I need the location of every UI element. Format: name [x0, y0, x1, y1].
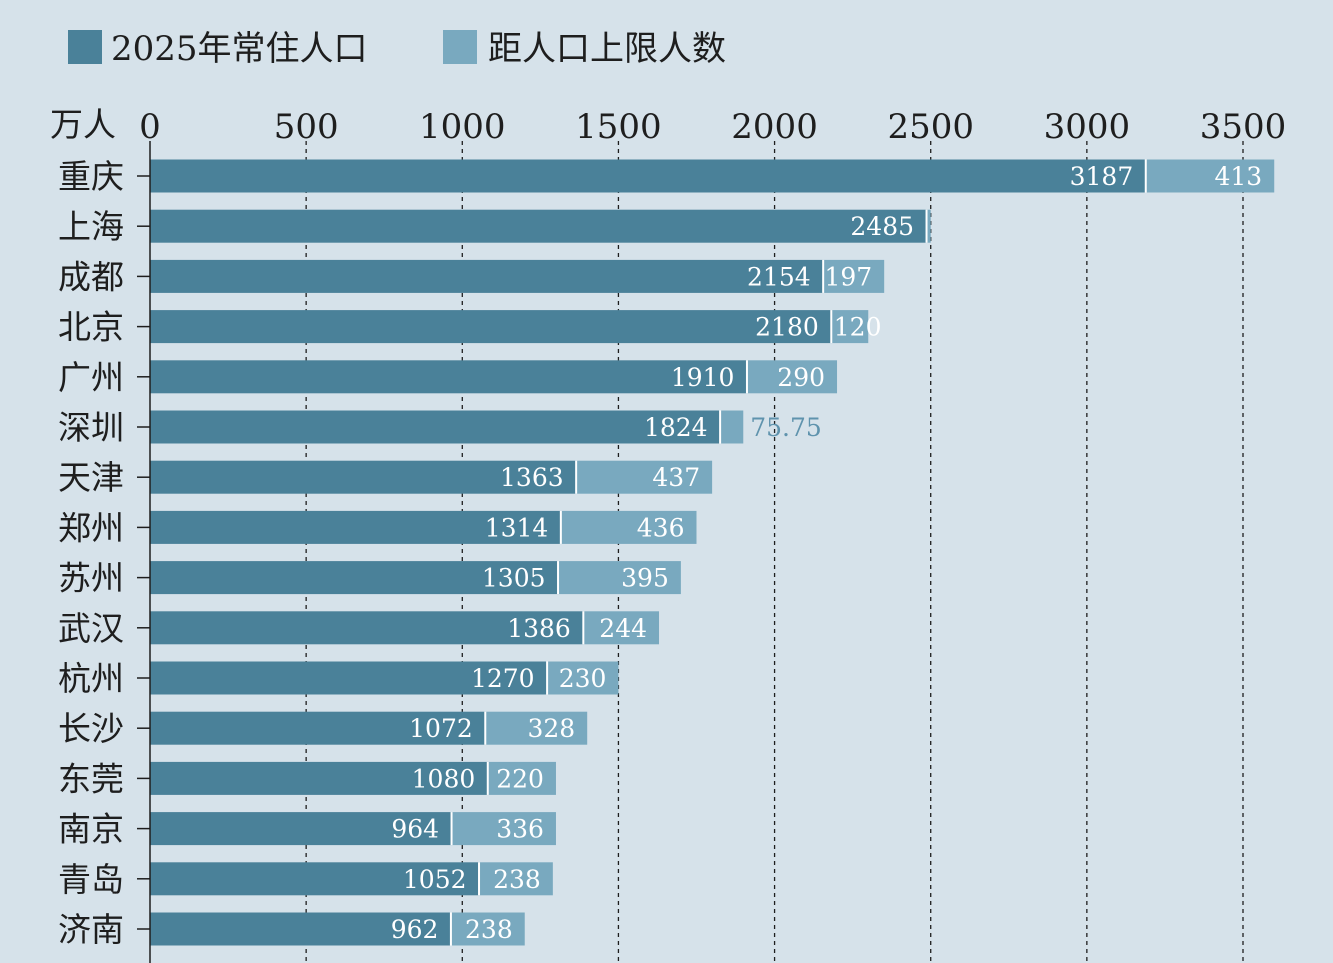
bar-remaining: [582, 611, 660, 645]
bar-resident: [150, 912, 451, 946]
axis-unit-label: 万人: [50, 105, 116, 144]
x-tick-label: 1000: [419, 107, 506, 147]
bar-value-resident: 3187: [1070, 162, 1134, 191]
bar-value-remaining: 336: [496, 815, 544, 844]
bar-value-resident: 1824: [644, 413, 708, 442]
bar-value-resident: 1314: [485, 513, 549, 542]
bar-remaining: [451, 812, 556, 846]
x-tick-label: 500: [274, 107, 339, 147]
bar-resident: [150, 209, 927, 243]
bar-value-resident: 1910: [671, 363, 735, 392]
bar-remaining: [1145, 159, 1275, 193]
bar-value-resident: 964: [391, 815, 439, 844]
bar-value-resident: 2485: [850, 212, 914, 241]
bar-value-remaining: 120: [834, 313, 882, 342]
bar-value-resident: 2180: [755, 313, 819, 342]
bar-resident: [150, 761, 488, 795]
bar-value-resident: 962: [391, 915, 439, 944]
legend-label-resident: 2025年常住人口: [111, 29, 368, 69]
legend-label-remaining: 距人口上限人数: [488, 29, 726, 69]
bar-value-remaining: 328: [527, 714, 575, 743]
bar-remaining: [830, 310, 869, 344]
x-tick-label: 2500: [887, 107, 974, 147]
category-label: 深圳: [58, 408, 124, 447]
category-label: 成都: [58, 257, 124, 296]
legend-swatch-remaining: [443, 30, 477, 64]
bar-resident: [150, 360, 747, 394]
bar-value-resident: 1386: [507, 614, 571, 643]
x-tick-label: 3000: [1044, 107, 1131, 147]
bar-resident: [150, 460, 576, 494]
bar-remaining: [484, 711, 588, 745]
category-label: 长沙: [58, 709, 124, 748]
x-axis-ticks: 0 500 1000 1500 2000 2500 3000 3500: [139, 107, 1286, 147]
bar-resident: [150, 259, 823, 293]
bar-resident: [150, 159, 1146, 193]
legend: 2025年常住人口 距人口上限人数: [68, 29, 726, 69]
bar-resident: [150, 611, 583, 645]
bar-remaining: [822, 259, 885, 293]
bar-value-resident: 2154: [747, 262, 811, 291]
x-tick-label: 2000: [731, 107, 818, 147]
bar-value-remaining: 230: [559, 664, 607, 693]
bar-resident: [150, 862, 479, 896]
bar-value-remaining: 197: [824, 262, 872, 291]
category-label: 上海: [58, 207, 124, 246]
bar-value-remaining: 395: [621, 564, 669, 593]
bar-value-remaining: 290: [777, 363, 825, 392]
bar-remaining: [746, 360, 838, 394]
legend-swatch-resident: [68, 30, 102, 64]
category-label: 武汉: [58, 609, 124, 648]
x-tick-label: 1500: [575, 107, 662, 147]
bar-value-remaining: 238: [465, 915, 513, 944]
x-tick-label: 3500: [1200, 107, 1287, 147]
bar-value-resident: 1305: [482, 564, 546, 593]
bar-resident: [150, 561, 558, 595]
bar-remaining: [575, 460, 713, 494]
category-label: 东莞: [58, 759, 124, 798]
bar-value-remaining: 413: [1215, 162, 1263, 191]
category-label: 苏州: [58, 559, 124, 598]
bar-resident: [150, 310, 831, 344]
bar-remaining: [557, 561, 681, 595]
bar-value-resident: 1052: [403, 865, 467, 894]
category-label: 杭州: [58, 659, 124, 698]
bar-value-resident: 1080: [412, 764, 476, 793]
bar-remaining: [546, 661, 619, 695]
category-label: 青岛: [58, 860, 124, 899]
bar-value-remaining: 244: [599, 614, 647, 643]
bar-remaining: [478, 862, 553, 896]
bar-value-remaining: 75.75: [750, 413, 822, 442]
bar-value-remaining: 238: [493, 865, 541, 894]
bar-value-resident: 1072: [409, 714, 473, 743]
category-label: 天津: [58, 458, 124, 497]
bar-value-remaining: 437: [652, 463, 700, 492]
category-label: 济南: [58, 910, 124, 949]
bar-value-remaining: 436: [637, 513, 685, 542]
category-label: 广州: [58, 358, 124, 397]
bar-value-remaining: 220: [496, 764, 544, 793]
bar-resident: [150, 711, 485, 745]
bar-resident: [150, 661, 547, 695]
category-label: 郑州: [58, 508, 124, 547]
bar-resident: [150, 410, 720, 444]
bar-value-resident: 1270: [471, 664, 535, 693]
bar-remaining: [450, 912, 525, 946]
bar-remaining: [719, 410, 744, 444]
bar-resident: [150, 812, 452, 846]
x-tick-label: 0: [139, 107, 161, 147]
bar-resident: [150, 510, 561, 544]
category-label: 南京: [58, 810, 124, 849]
category-label: 重庆: [58, 157, 124, 196]
bar-value-resident: 1363: [500, 463, 564, 492]
bar-remaining: [926, 209, 931, 243]
bar-remaining: [560, 510, 697, 544]
category-label: 北京: [58, 308, 124, 347]
bar-remaining: [487, 761, 556, 795]
